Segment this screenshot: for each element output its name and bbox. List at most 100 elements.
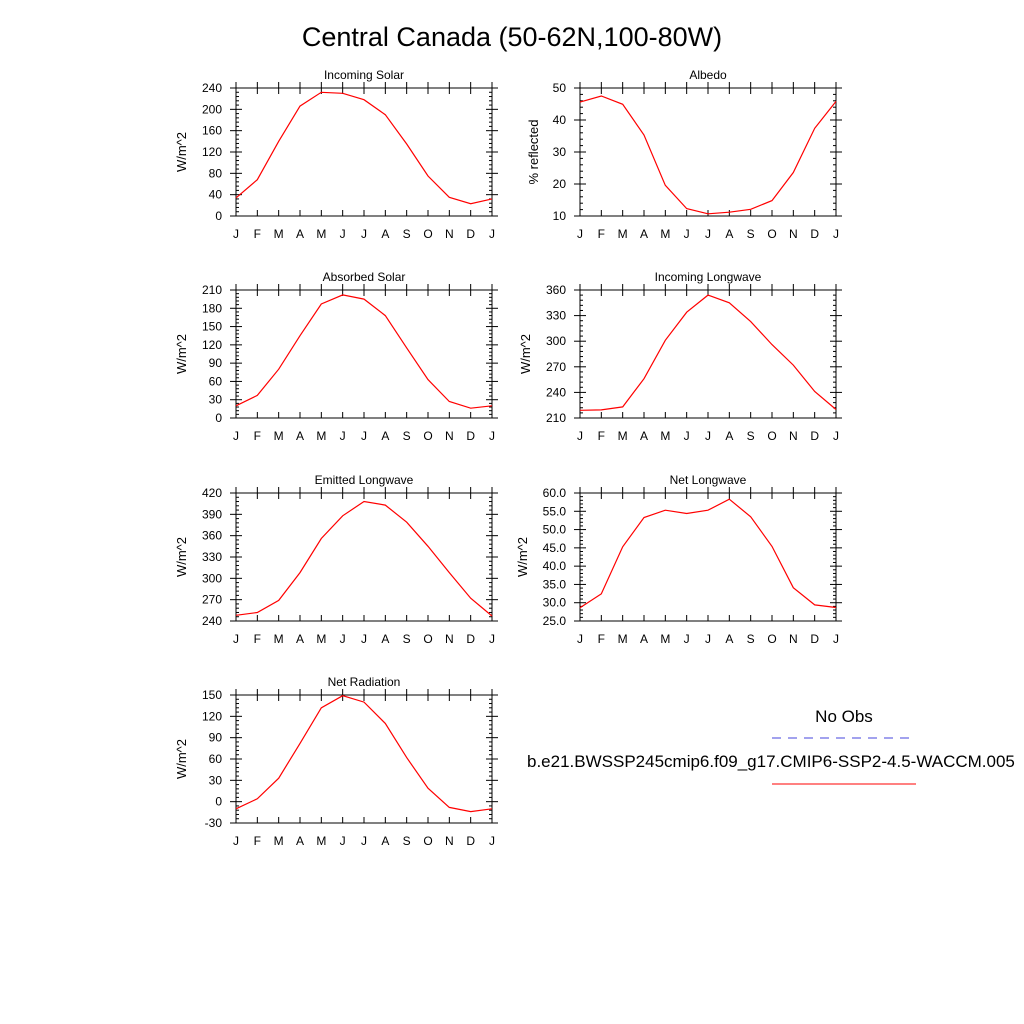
y-tick-label: 420 — [202, 486, 222, 500]
panel-title: Incoming Longwave — [655, 270, 762, 284]
y-tick-label: 40 — [209, 188, 223, 202]
x-tick-label: J — [577, 227, 583, 241]
y-tick-label: 240 — [202, 81, 222, 95]
x-tick-label: A — [725, 429, 733, 443]
y-tick-label: 20 — [553, 177, 567, 191]
panel-title: Emitted Longwave — [315, 473, 414, 487]
x-tick-label: O — [423, 429, 432, 443]
series-line — [235, 695, 493, 813]
x-tick-label: S — [403, 429, 411, 443]
figure-title: Central Canada (50-62N,100-80W) — [302, 22, 722, 52]
x-tick-label: O — [423, 834, 432, 848]
x-tick-label: O — [767, 227, 776, 241]
y-tick-label: 30.0 — [543, 596, 567, 610]
y-tick-label: 0 — [215, 795, 222, 809]
y-tick-label: 330 — [546, 309, 566, 323]
legend: No Obs b.e21.BWSSP245cmip6.f09_g17.CMIP6… — [527, 707, 1015, 785]
x-tick-label: A — [296, 834, 304, 848]
series-line — [235, 91, 493, 205]
legend-model-label: b.e21.BWSSP245cmip6.f09_g17.CMIP6-SSP2-4… — [527, 752, 1015, 771]
x-tick-label: J — [833, 429, 839, 443]
y-tick-label: 240 — [546, 385, 566, 399]
y-tick-label: 50 — [553, 81, 567, 95]
x-tick-label: J — [489, 227, 495, 241]
y-axis-title: W/m^2 — [518, 334, 533, 374]
x-tick-label: J — [684, 632, 690, 646]
x-tick-label: N — [789, 227, 798, 241]
panel-title: Absorbed Solar — [323, 270, 406, 284]
series-line — [235, 294, 493, 409]
y-tick-label: 300 — [202, 571, 222, 585]
y-tick-label: 25.0 — [543, 614, 567, 628]
x-tick-label: J — [340, 632, 346, 646]
x-tick-label: J — [233, 834, 239, 848]
x-tick-label: M — [274, 429, 284, 443]
x-tick-label: J — [233, 632, 239, 646]
y-tick-label: 40 — [553, 113, 567, 127]
x-tick-label: J — [705, 429, 711, 443]
y-tick-label: 60 — [209, 752, 223, 766]
y-tick-label: 390 — [202, 507, 222, 521]
x-tick-label: D — [810, 429, 819, 443]
x-tick-label: J — [340, 227, 346, 241]
x-tick-label: S — [403, 834, 411, 848]
x-tick-label: N — [789, 632, 798, 646]
y-tick-label: 80 — [209, 166, 223, 180]
panel-title: Net Longwave — [670, 473, 747, 487]
x-tick-label: J — [361, 429, 367, 443]
x-tick-label: A — [381, 227, 389, 241]
x-tick-label: A — [640, 227, 648, 241]
x-tick-label: S — [403, 632, 411, 646]
y-tick-label: 120 — [202, 709, 222, 723]
x-tick-label: J — [577, 429, 583, 443]
x-tick-label: D — [466, 429, 475, 443]
y-tick-label: 270 — [546, 360, 566, 374]
plot-frame — [579, 87, 837, 217]
panel-title: Net Radiation — [328, 675, 401, 689]
x-tick-label: N — [445, 429, 454, 443]
y-axis-title: % reflected — [526, 119, 541, 184]
x-tick-label: J — [233, 429, 239, 443]
y-tick-label: 45.0 — [543, 541, 567, 555]
y-tick-label: 90 — [209, 356, 223, 370]
x-tick-label: M — [618, 227, 628, 241]
x-tick-label: M — [618, 632, 628, 646]
x-tick-label: J — [489, 429, 495, 443]
x-tick-label: J — [577, 632, 583, 646]
x-tick-label: M — [274, 834, 284, 848]
series-line — [579, 498, 837, 609]
x-tick-label: J — [361, 834, 367, 848]
x-tick-label: J — [684, 429, 690, 443]
x-tick-label: S — [747, 632, 755, 646]
y-tick-label: -30 — [205, 816, 223, 830]
y-axis-title: W/m^2 — [515, 537, 530, 577]
y-tick-label: 60 — [209, 374, 223, 388]
x-tick-label: D — [810, 227, 819, 241]
y-tick-label: 0 — [215, 209, 222, 223]
x-tick-label: A — [381, 632, 389, 646]
legend-obs-label: No Obs — [815, 707, 873, 726]
y-tick-label: 120 — [202, 145, 222, 159]
x-tick-label: M — [274, 632, 284, 646]
x-tick-label: J — [489, 834, 495, 848]
x-tick-label: N — [789, 429, 798, 443]
x-tick-label: J — [233, 227, 239, 241]
x-tick-label: A — [296, 227, 304, 241]
plot-frame — [235, 694, 493, 824]
x-tick-label: A — [296, 429, 304, 443]
y-tick-label: 360 — [202, 529, 222, 543]
x-tick-label: N — [445, 834, 454, 848]
x-tick-label: F — [598, 632, 605, 646]
x-tick-label: S — [403, 227, 411, 241]
x-tick-label: A — [381, 834, 389, 848]
x-tick-label: F — [598, 429, 605, 443]
y-axis-title: W/m^2 — [174, 132, 189, 172]
y-axis-title: W/m^2 — [174, 334, 189, 374]
